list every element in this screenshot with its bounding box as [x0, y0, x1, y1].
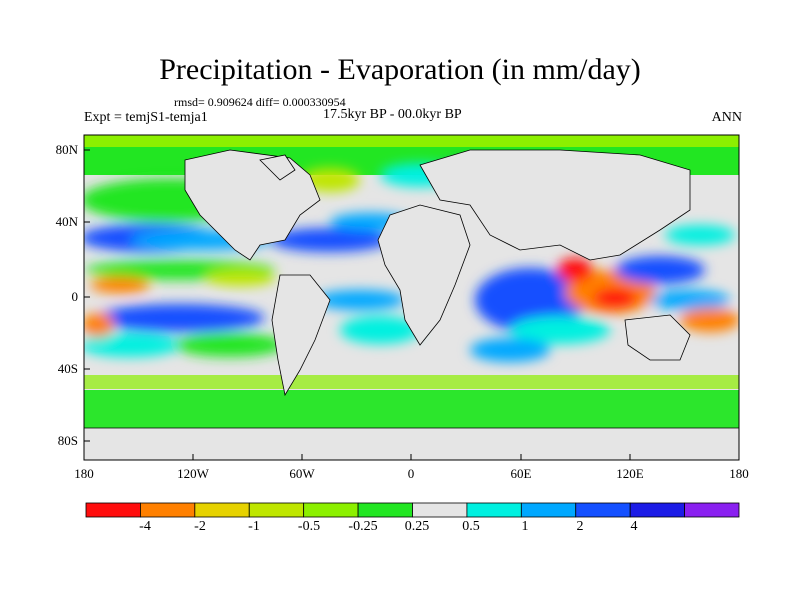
colorbar-label: -4 — [139, 519, 151, 534]
colorbar-swatch — [85, 502, 141, 518]
colorbar-swatch — [684, 502, 740, 518]
lat-label-40n: 40N — [55, 214, 78, 229]
experiment-label: Expt = temjS1-temja1 — [84, 110, 208, 125]
colorbar-swatch — [248, 502, 305, 518]
lat-label-40s: 40S — [57, 361, 78, 376]
season-label: ANN — [711, 110, 742, 125]
rmsd-diff-stats: rmsd= 0.909624 diff= 0.000330954 — [174, 95, 346, 109]
colorbar-swatch — [466, 502, 522, 518]
lon-label-120e: 120E — [616, 466, 644, 481]
colorbar-swatch — [412, 502, 468, 518]
coastlines — [84, 149, 739, 460]
colorbar — [85, 502, 740, 518]
lat-label-0: 0 — [71, 289, 79, 304]
colorbar-swatch — [357, 502, 413, 518]
colorbar-label: -0.5 — [297, 519, 321, 534]
axis-ticks — [83, 149, 740, 460]
lon-label-120w: 120W — [177, 466, 209, 481]
colorbar-label: 0.25 — [404, 519, 430, 534]
colorbar-swatch — [575, 502, 631, 518]
colorbar-label: -2 — [194, 519, 206, 534]
colorbar-label: -0.25 — [348, 519, 378, 534]
lon-label-180e: 180 — [729, 466, 749, 481]
lon-label-180w: 180 — [74, 466, 94, 481]
colorbar-label: 0.5 — [462, 519, 480, 534]
colorbar-swatch — [303, 502, 359, 518]
lat-label-80n: 80N — [55, 142, 78, 157]
lat-label-80s: 80S — [57, 433, 78, 448]
colorbar-swatch — [140, 502, 196, 518]
lon-label-60w: 60W — [289, 466, 315, 481]
colorbar-label: -1 — [248, 519, 260, 534]
colorbar-swatch — [629, 502, 685, 518]
period-label: 17.5kyr BP - 00.0kyr BP — [323, 107, 462, 122]
colorbar-label: 1 — [521, 519, 529, 534]
lon-label-0: 0 — [407, 466, 415, 481]
lon-label-60e: 60E — [510, 466, 532, 481]
pe-field — [84, 135, 739, 460]
colorbar-swatch — [520, 502, 577, 518]
plot-title: Precipitation - Evaporation (in mm/day) — [159, 53, 641, 86]
colorbar-label: 2 — [576, 519, 584, 534]
colorbar-swatch — [194, 502, 250, 518]
colorbar-label: 4 — [630, 519, 638, 534]
